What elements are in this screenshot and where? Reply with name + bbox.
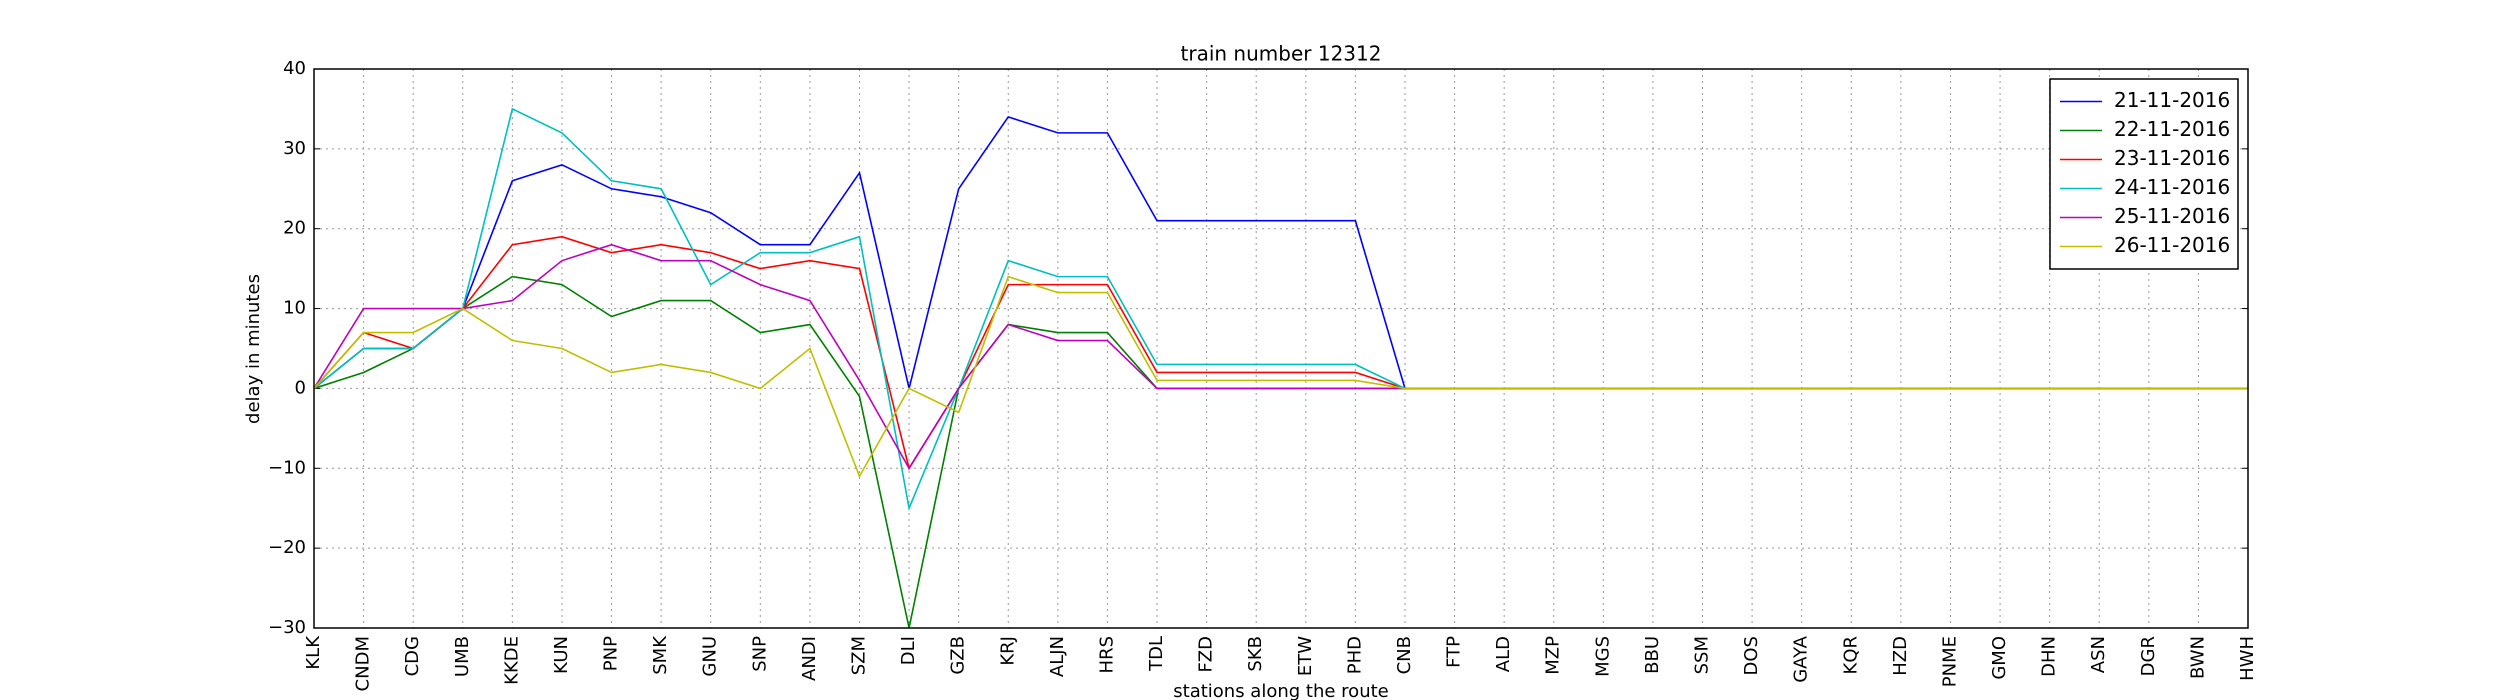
series-line (313, 275, 2248, 629)
y-axis-label: delay in minutes (243, 274, 264, 424)
x-tick-label: UMB (452, 636, 473, 677)
series-line (313, 235, 2248, 471)
series-line (313, 243, 2248, 470)
x-tick-label: MZP (1543, 636, 1564, 675)
x-tick-label: FTP (1444, 636, 1465, 668)
x-tick-label: SKB (1245, 636, 1266, 672)
x-tick-label: CNB (1394, 636, 1415, 674)
y-tick-label: −20 (268, 537, 306, 558)
x-tick-label: HRS (1096, 636, 1117, 673)
x-tick-label: GZB (948, 636, 969, 675)
legend-label: 24-11-2016 (2114, 175, 2230, 199)
x-tick-label: GMO (1989, 636, 2010, 680)
x-tick-label: PHD (1344, 636, 1365, 674)
x-tick-label: KUN (551, 636, 572, 674)
legend-label: 25-11-2016 (2114, 204, 2230, 228)
x-tick-label: CDG (402, 636, 423, 676)
series-line (313, 275, 2248, 479)
y-tick-label: −10 (268, 457, 306, 478)
x-tick-label: ETW (1295, 636, 1316, 676)
x-tick-label: BWN (2187, 636, 2208, 679)
legend-label: 22-11-2016 (2114, 117, 2230, 141)
x-tick-label: BBU (1642, 636, 1663, 674)
chart-title: train number 12312 (1181, 42, 1382, 66)
y-tick-label: 0 (295, 377, 306, 398)
x-tick-label: DLI (898, 636, 919, 665)
legend-label: 26-11-2016 (2114, 233, 2230, 257)
x-tick-label: HWH (2237, 636, 2258, 681)
y-tick-label: 40 (283, 58, 306, 79)
x-tick-label: GAYA (1791, 635, 1812, 682)
x-tick-label: GNU (700, 636, 721, 677)
x-tick-label: KLK (303, 635, 324, 670)
x-tick-label: MGS (1592, 636, 1613, 677)
y-tick-label: 20 (283, 218, 306, 239)
x-tick-label: DHN (2039, 636, 2060, 677)
x-tick-label: SSM (1692, 636, 1713, 674)
plot-frame (313, 68, 2249, 629)
x-tick-label: ALD (1493, 636, 1514, 672)
legend-label: 23-11-2016 (2114, 146, 2230, 170)
x-tick-label: ANDI (799, 636, 820, 681)
x-tick-label: TDL (1146, 636, 1167, 672)
x-tick-label: ALJN (1047, 636, 1068, 677)
x-tick-label: KKDE (501, 636, 522, 685)
x-tick-label: CNDM (353, 636, 374, 691)
y-tick-label: 30 (283, 138, 306, 159)
x-tick-label: PNME (1939, 636, 1960, 687)
x-tick-label: ASN (2088, 636, 2109, 673)
x-tick-label: KRJ (997, 636, 1018, 666)
x-tick-label: FZD (1196, 636, 1217, 673)
x-tick-label: DOS (1741, 636, 1762, 675)
x-tick-label: PNP (601, 636, 622, 671)
x-tick-label: SMK (650, 635, 671, 675)
x-tick-label: DGR (2138, 636, 2159, 676)
legend-box (2049, 78, 2239, 270)
x-tick-label: SNP (749, 636, 770, 672)
x-tick-label: HZD (1890, 636, 1911, 676)
y-tick-label: −30 (268, 617, 306, 638)
legend-label: 21-11-2016 (2114, 88, 2230, 112)
x-tick-label: SZM (848, 636, 869, 675)
x-axis-label: stations along the route (1173, 681, 1388, 700)
y-tick-label: 10 (283, 298, 306, 319)
x-tick-label: KQR (1840, 636, 1861, 674)
series-line (313, 115, 2248, 390)
